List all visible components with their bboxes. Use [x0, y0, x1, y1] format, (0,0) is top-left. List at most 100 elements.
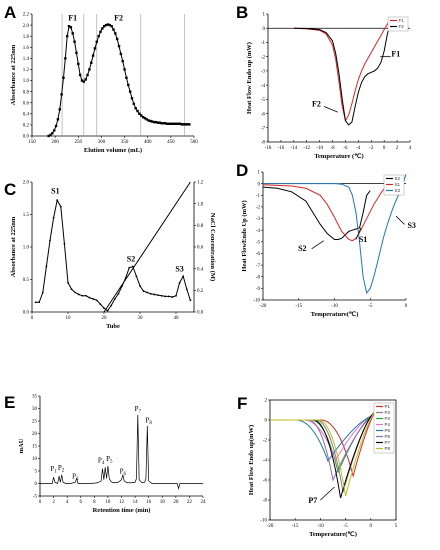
x-tick-label: 14	[133, 500, 139, 505]
y-tick-label: 2	[265, 399, 268, 404]
y-tick-label: 1.8	[23, 35, 30, 40]
y-tick-label: 0	[263, 27, 266, 32]
data-point	[123, 68, 126, 71]
series-line-F2	[293, 22, 392, 126]
data-point	[85, 294, 87, 297]
peak-letter: P	[50, 465, 54, 473]
x-tick-label: 5	[395, 524, 398, 529]
data-point	[182, 123, 186, 126]
data-point	[95, 40, 98, 43]
series-line-P7	[270, 413, 374, 499]
data-point	[34, 301, 37, 304]
data-point	[69, 26, 73, 29]
peak-letter: P	[98, 456, 102, 464]
x-axis-label: Temperature(℃)	[311, 310, 359, 318]
data-point	[152, 120, 156, 124]
data-point	[82, 80, 86, 83]
data-point	[127, 83, 130, 87]
panel-label: A	[4, 3, 16, 22]
data-point	[160, 122, 163, 125]
data-point	[70, 288, 73, 291]
peak-label: P1	[50, 465, 57, 475]
data-point	[139, 285, 141, 287]
y-tick-label: -4	[256, 229, 261, 234]
x-tick-label: -18	[265, 146, 272, 151]
data-point	[56, 118, 60, 121]
peak-letter: P	[106, 455, 110, 463]
y-tick-label: 0	[35, 482, 38, 487]
y-tick-label: -8	[261, 141, 266, 146]
y-tick-label: -3	[256, 217, 261, 222]
data-point	[73, 40, 76, 43]
x-tick-label: 30	[138, 316, 144, 321]
data-point	[77, 293, 80, 296]
legend-label: S2	[395, 176, 401, 181]
data-point	[54, 124, 58, 128]
data-point	[80, 79, 84, 82]
data-point	[49, 133, 52, 137]
data-point	[60, 93, 63, 96]
data-point	[53, 129, 56, 132]
y-tick-label: 0.8	[23, 90, 30, 95]
data-point	[71, 32, 74, 35]
data-point	[173, 122, 176, 125]
right-y-tick-label: 1.2	[197, 181, 204, 186]
data-point	[117, 44, 121, 48]
data-point	[99, 30, 102, 33]
panel-f: F-20 -15 -10 -5 0 5-10-8-6-4-202Temperature(℃…	[237, 394, 398, 538]
data-point	[188, 123, 191, 126]
right-y-axis-label: NaCl Concentration (M)	[209, 213, 216, 281]
peak-annotation: F1	[391, 50, 400, 59]
legend-label: F1	[399, 18, 405, 23]
right-y-tick-label: 0.6	[197, 246, 204, 251]
data-point	[52, 216, 55, 219]
panel-b: B-18 -16 -14 -12 -10 -8 -6 -4 -2 0 2 4-8-7-6-5-4-3-…	[236, 3, 412, 160]
data-point	[157, 294, 159, 296]
peak-subscript: 8	[149, 421, 152, 426]
data-point	[45, 265, 48, 268]
data-point	[101, 27, 104, 30]
right-y-tick-label: 0.8	[197, 224, 204, 229]
series-line-1	[103, 181, 191, 313]
data-point	[90, 61, 93, 64]
peak-label: P2	[58, 464, 65, 474]
right-y-tick-label: 0.2	[197, 289, 204, 294]
data-point	[141, 115, 145, 119]
y-tick-label: 0	[258, 182, 261, 187]
x-tick-label: -12	[303, 146, 310, 151]
data-point	[56, 199, 59, 202]
data-point	[88, 296, 91, 299]
x-tick-label: -16	[278, 146, 285, 151]
peak-label: P4	[98, 456, 105, 466]
x-tick-label: 10	[105, 500, 111, 505]
y-tick-label: -9	[256, 287, 261, 292]
legend-label: P6	[385, 434, 391, 439]
data-point	[59, 205, 62, 208]
x-tick-label: 40	[174, 316, 180, 321]
y-tick-label: 15	[32, 445, 38, 450]
panel-a: A 150 200 250 300 350 400 450 500 0.0 0.2 0.4 0.6 0.8…	[4, 3, 198, 154]
y-tick-label: 1.2	[23, 68, 30, 73]
y-tick-label: -4	[261, 84, 266, 89]
data-point	[86, 73, 89, 77]
data-point	[104, 23, 108, 27]
y-tick-label: -2	[261, 55, 266, 60]
series-line-S1	[262, 183, 392, 242]
data-point	[149, 119, 152, 123]
data-point	[84, 78, 87, 81]
x-axis-label: Elution volume (mL)	[84, 147, 142, 154]
y-tick-label: 1	[263, 13, 266, 18]
y-tick-label: 0.6	[23, 101, 30, 106]
peak-label: P8	[145, 416, 152, 426]
data-point	[138, 112, 141, 116]
data-point	[178, 281, 181, 284]
data-point	[97, 34, 100, 38]
y-axis-label: Heat Flow Endo up(mW)	[248, 425, 255, 495]
data-point	[184, 123, 187, 126]
series-line-F1	[293, 19, 392, 123]
data-point	[158, 121, 161, 124]
x-tick-label: 200	[51, 140, 59, 145]
pointer-arrow	[395, 215, 405, 225]
data-point	[146, 291, 149, 294]
x-tick-label: 4	[66, 500, 69, 505]
